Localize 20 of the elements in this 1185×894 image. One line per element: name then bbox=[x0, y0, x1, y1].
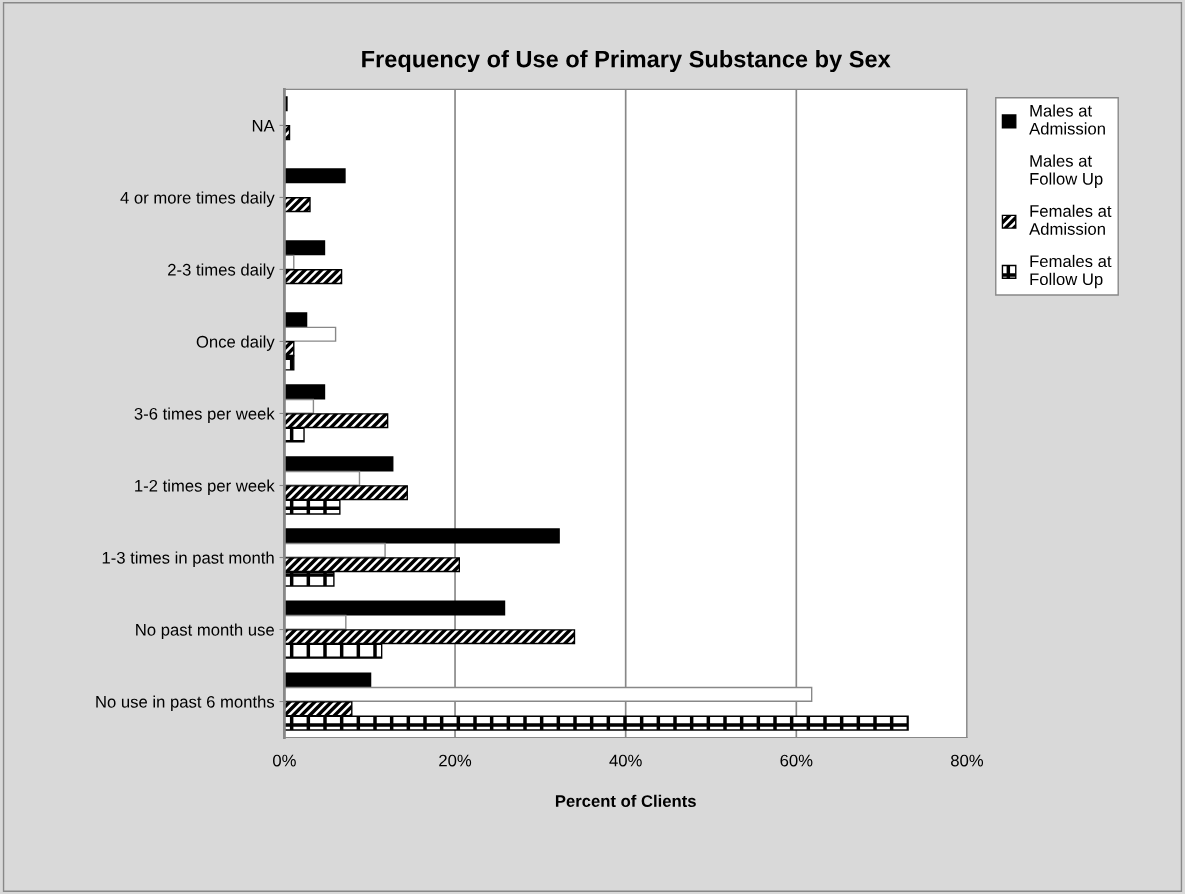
y-tick-label: 2-3 times daily bbox=[168, 263, 275, 279]
legend-label: Females at Admission bbox=[1029, 204, 1112, 235]
x-tick-label: 80% bbox=[951, 754, 984, 767]
y-tick-label: Once daily bbox=[196, 335, 275, 351]
x-tick-label: 40% bbox=[609, 754, 642, 767]
y-tick-label: No past month use bbox=[136, 623, 274, 640]
y-tick-label: NA bbox=[252, 119, 275, 132]
x-tick-label: 0% bbox=[273, 754, 296, 767]
y-tick-label: No use in past 6 months bbox=[96, 695, 275, 712]
x-tick-label: 20% bbox=[439, 754, 472, 767]
x-tick-label: 60% bbox=[780, 754, 813, 767]
chart-title: Frequency of Use of Primary Substance by Sex bbox=[362, 50, 891, 73]
y-tick-label: 4 or more times daily bbox=[120, 191, 275, 207]
legend-label: Males at Admission bbox=[1029, 104, 1105, 135]
y-tick-label: 1-3 times in past month bbox=[102, 551, 274, 568]
text: Males at Follow Up bbox=[1030, 154, 1103, 189]
y-tick-label: 1-2 times per week bbox=[135, 479, 275, 495]
legend-label: Females at Follow Up bbox=[1030, 254, 1112, 289]
y-tick-label: 3-6 times per week bbox=[134, 407, 275, 423]
x-axis-title: Percent of Clients bbox=[555, 794, 696, 807]
